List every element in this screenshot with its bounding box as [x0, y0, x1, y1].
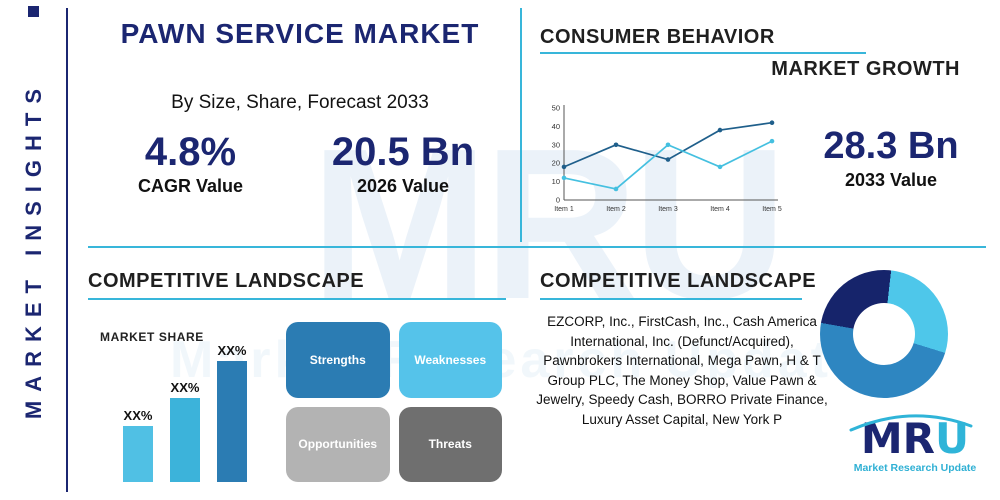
x-tick-label: Item 4 [710, 206, 730, 213]
stat-cagr: 4.8% CAGR Value [108, 130, 273, 197]
stat-2033-value: 28.3 Bn [823, 125, 959, 167]
stat-2026: 20.5 Bn 2026 Value [308, 130, 498, 197]
bar-chart: XX% XX% XX% [96, 343, 274, 482]
bar-column: XX% [170, 380, 200, 482]
data-point-marker [717, 164, 723, 170]
watermark-tagline: Market Research Update [170, 331, 865, 389]
donut-hole [853, 303, 915, 365]
horizontal-divider [88, 246, 986, 248]
y-tick-label: 20 [552, 159, 560, 168]
competitive-landscape-right-heading: COMPETITIVE LANDSCAPE [540, 270, 817, 292]
stat-cagr-label: CAGR Value [137, 176, 244, 196]
sidebar-divider [66, 8, 68, 492]
swot-strengths: Strengths [286, 322, 390, 398]
bar-column: XX% [123, 408, 153, 482]
x-tick-label: Item 3 [658, 206, 678, 213]
competitive-landscape-left-heading: COMPETITIVE LANDSCAPE [88, 270, 365, 292]
line-chart: 0 10 20 30 40 50 Item 1 Item 2 Item 3 Item 4 Item … [552, 104, 782, 214]
data-point-marker [769, 120, 775, 126]
corner-square-decoration [28, 6, 39, 17]
market-share-label: MARKET SHARE [100, 330, 204, 344]
bar-column: XX% [217, 343, 247, 482]
company-list: EZCORP, Inc., FirstCash, Inc., Cash Amer… [536, 314, 828, 427]
data-point-marker [613, 142, 619, 148]
swot-weaknesses: Weaknesses [398, 322, 502, 398]
swot-grid: Strengths Weaknesses Opportunities Threats [286, 322, 502, 482]
stat-2026-label: 2026 Value [356, 176, 450, 196]
data-point-marker [769, 138, 775, 144]
sidebar-label: MARKET INSIGHTS [21, 80, 46, 420]
series-line [563, 140, 773, 190]
data-point-marker [561, 164, 567, 170]
data-point-marker [665, 157, 671, 162]
x-tick-label: Item 1 [554, 206, 574, 213]
bar [170, 398, 200, 482]
data-point-marker [665, 142, 671, 148]
logo-letter: R [902, 414, 936, 463]
bar [123, 426, 153, 482]
watermark-text: MRU [310, 103, 788, 344]
page-subtitle: By Size, Share, Forecast 2033 [171, 92, 429, 113]
y-tick-label: 10 [552, 177, 560, 186]
swot-opportunities: Opportunities [286, 406, 390, 482]
y-tick-label: 40 [552, 122, 560, 131]
vertical-divider [520, 8, 522, 242]
bar-value-label: XX% [170, 380, 200, 395]
stat-2033: 28.3 Bn 2033 Value [790, 125, 992, 191]
bar-value-label: XX% [217, 343, 247, 358]
data-point-marker [717, 127, 723, 133]
x-tick-label: Item 5 [762, 206, 782, 213]
donut-chart [820, 270, 948, 398]
stat-cagr-value: 4.8% [144, 130, 237, 174]
bar-value-label: XX% [123, 408, 153, 423]
market-growth-heading: MARKET GROWTH [771, 58, 960, 80]
logo-tagline: Market Research Update [853, 462, 977, 474]
page-title: PAWN SERVICE MARKET [120, 18, 480, 49]
y-tick-label: 50 [552, 104, 560, 113]
y-tick-label: 30 [552, 140, 560, 149]
y-tick-label: 0 [556, 196, 560, 205]
stat-2033-label: 2033 Value [844, 169, 938, 190]
data-point-marker [561, 175, 567, 181]
swot-threats: Threats [398, 406, 502, 482]
competitive-landscape-left-underline [88, 298, 506, 300]
consumer-behavior-heading: CONSUMER BEHAVIOR [540, 26, 775, 48]
bar [217, 361, 247, 482]
consumer-behavior-underline [540, 52, 866, 54]
sidebar: MARKET INSIGHTS [4, 0, 64, 500]
stat-2026-value: 20.5 Bn [331, 130, 475, 174]
competitive-landscape-right-underline [540, 298, 802, 300]
mru-logo: MRU Market Research Update [838, 414, 992, 474]
data-point-marker [613, 186, 619, 192]
x-tick-label: Item 2 [606, 206, 626, 213]
logo-swoosh-icon [849, 414, 973, 432]
